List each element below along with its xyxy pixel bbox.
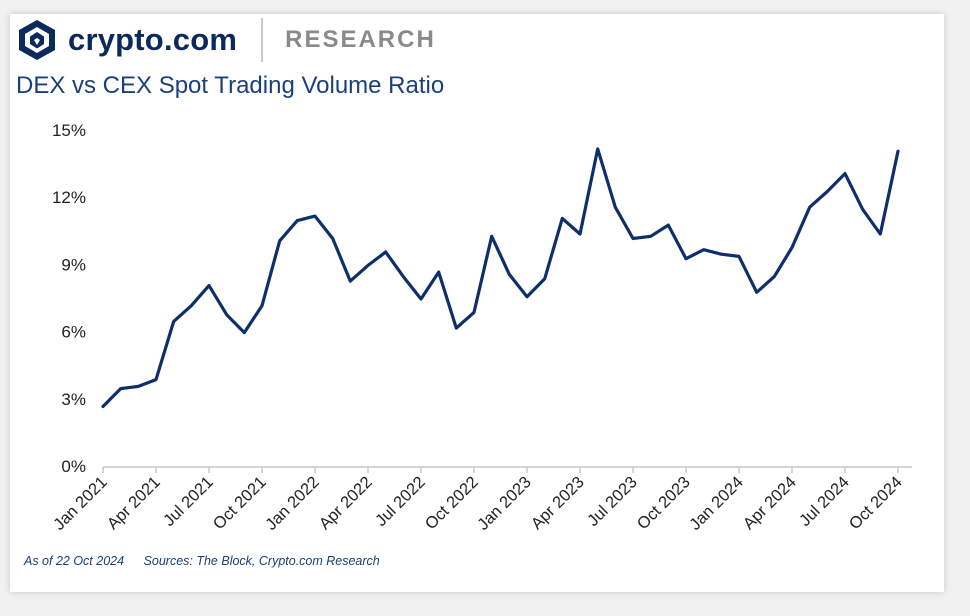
y-tick-label: 0% bbox=[61, 457, 86, 476]
series-line bbox=[101, 147, 900, 409]
as-of-date: As of 22 Oct 2024 bbox=[24, 554, 125, 568]
x-tick-label: Jul 2022 bbox=[372, 473, 429, 530]
footer: As of 22 Oct 2024 Sources: The Block, Cr… bbox=[24, 554, 380, 568]
y-tick-label: 6% bbox=[61, 323, 86, 342]
x-tick-label: Oct 2022 bbox=[422, 473, 482, 533]
brand-name: crypto.com bbox=[68, 22, 238, 57]
x-tick-label: Apr 2023 bbox=[528, 473, 588, 533]
chart-title: DEX vs CEX Spot Trading Volume Ratio bbox=[16, 72, 445, 99]
y-tick-label: 15% bbox=[52, 121, 86, 140]
x-tick-label: Oct 2023 bbox=[634, 473, 694, 533]
x-tick-label: Jan 2022 bbox=[262, 473, 323, 534]
y-tick-label: 3% bbox=[61, 390, 86, 409]
sources-note: Sources: The Block, Crypto.com Research bbox=[143, 554, 380, 568]
x-tick-label: Jul 2021 bbox=[160, 473, 217, 530]
header-divider bbox=[261, 18, 264, 62]
y-tick-label: 12% bbox=[52, 188, 86, 207]
x-tick-label: Jan 2021 bbox=[50, 473, 111, 534]
y-tick-label: 9% bbox=[61, 255, 86, 274]
x-tick-label: Apr 2024 bbox=[740, 473, 800, 533]
x-tick-label: Apr 2022 bbox=[316, 473, 376, 533]
x-tick-label: Jan 2024 bbox=[686, 473, 747, 534]
crypto-com-lion-shield-icon bbox=[19, 20, 55, 60]
header: crypto.com RESEARCH bbox=[18, 16, 436, 64]
x-tick-label: Oct 2024 bbox=[846, 473, 906, 533]
x-tick-label: Jul 2024 bbox=[796, 473, 853, 530]
x-tick-label: Apr 2021 bbox=[104, 473, 164, 533]
x-tick-label: Oct 2021 bbox=[210, 473, 270, 533]
section-label: RESEARCH bbox=[285, 26, 436, 53]
x-tick-label: Jul 2023 bbox=[584, 473, 641, 530]
x-tick-label: Jan 2023 bbox=[474, 473, 535, 534]
